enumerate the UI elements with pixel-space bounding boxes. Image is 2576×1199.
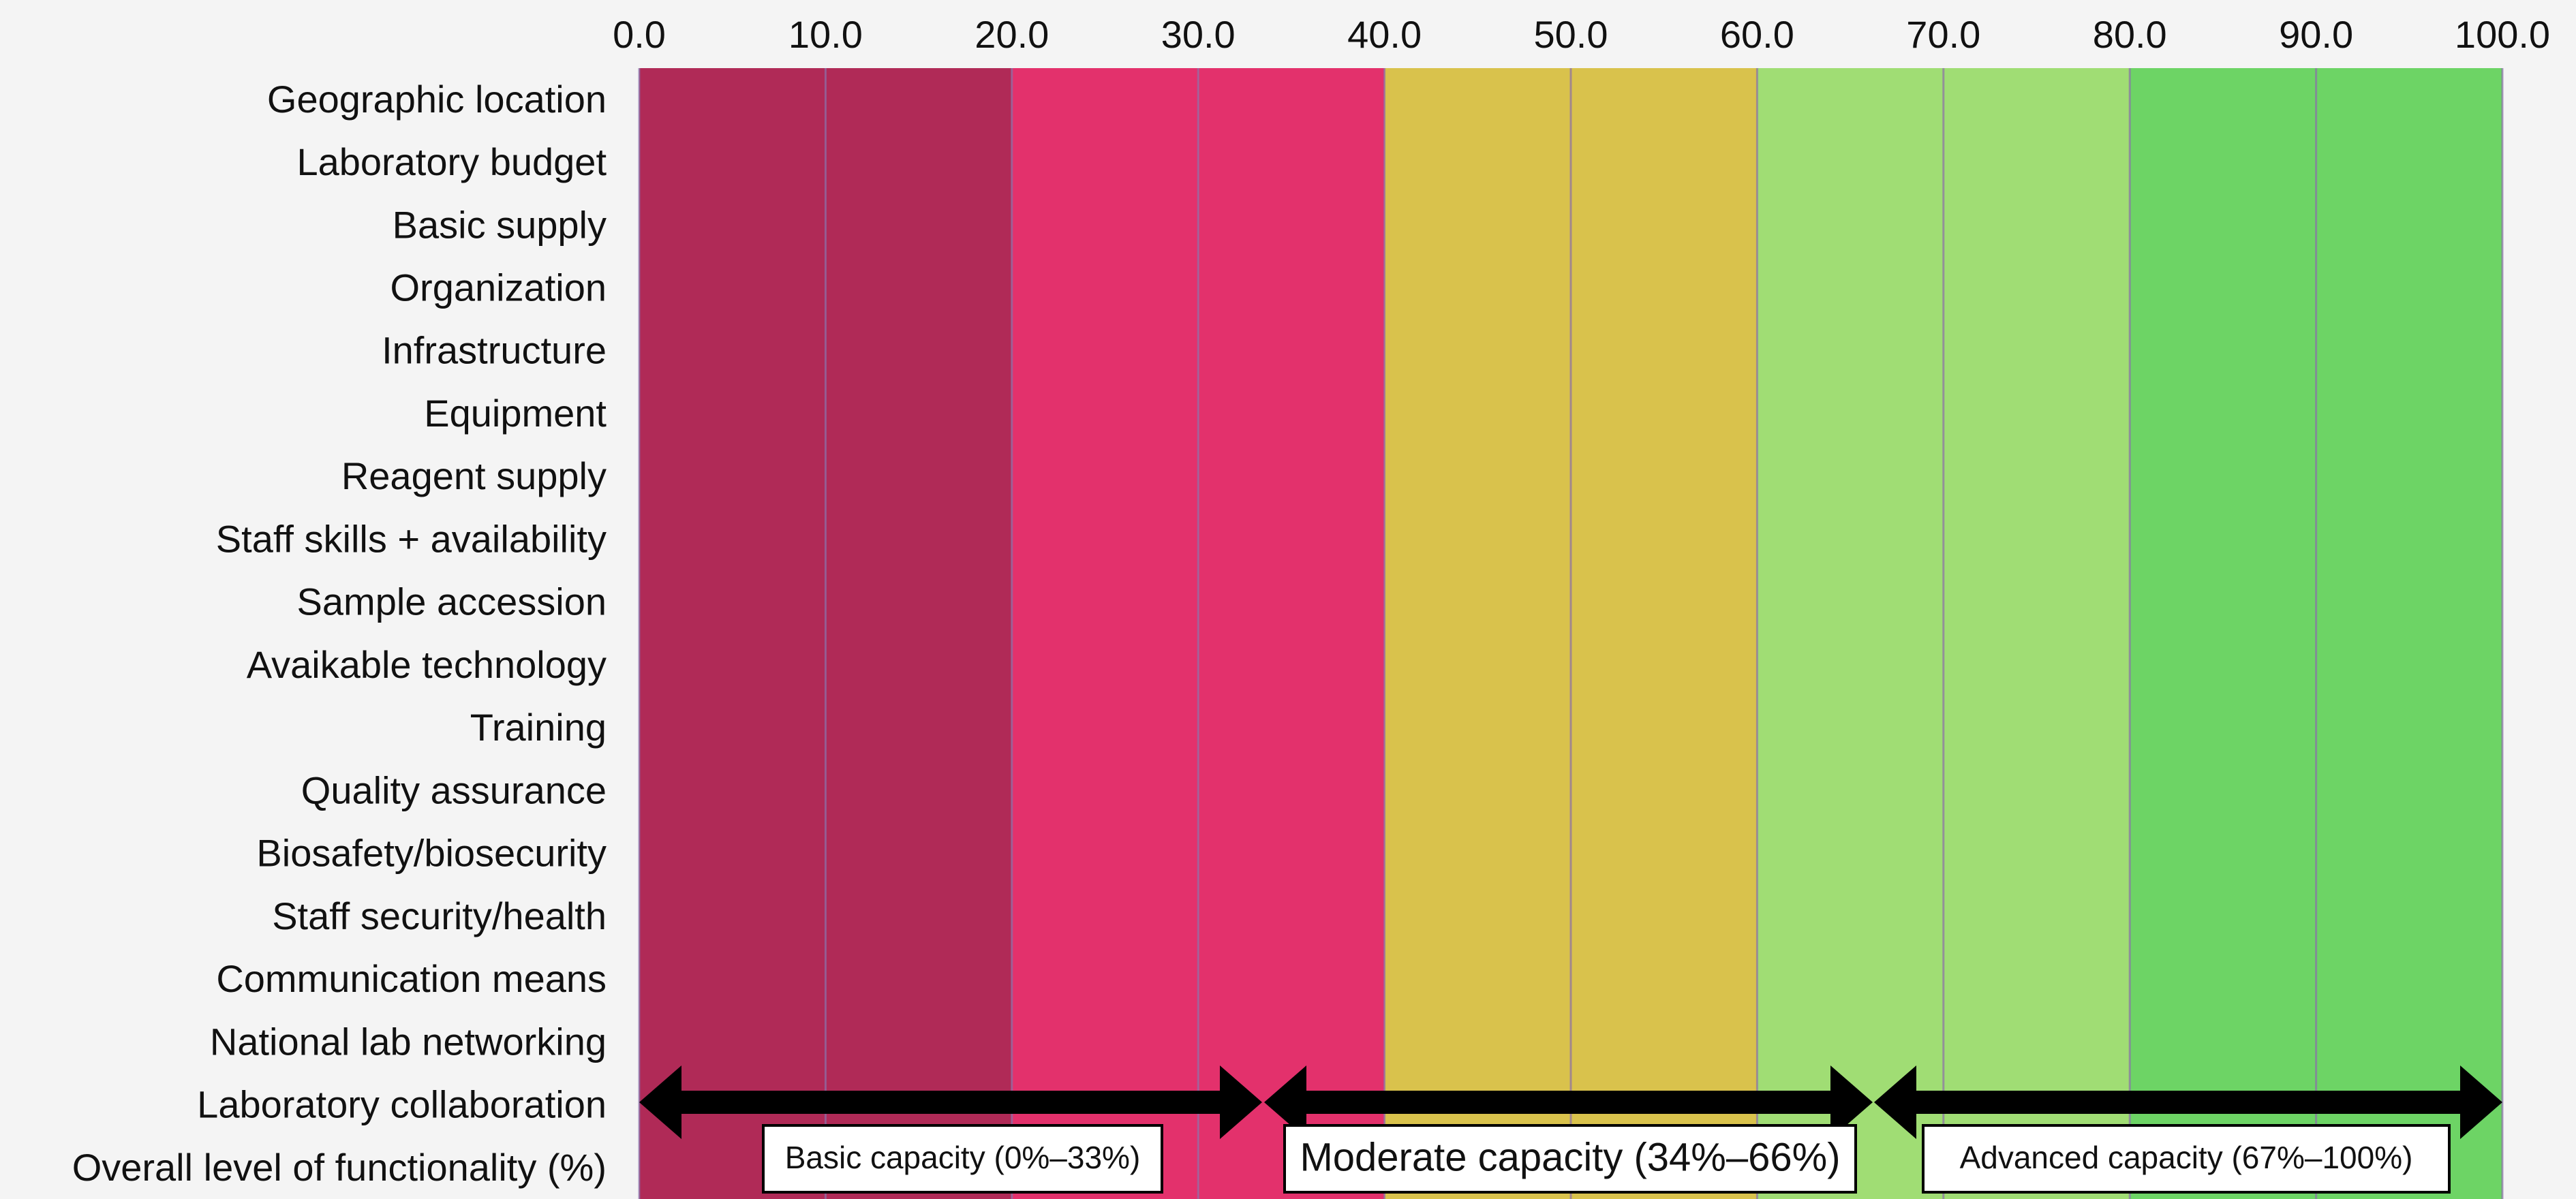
category-label: Laboratory budget (296, 140, 607, 183)
capacity-arrow-2 (1874, 1065, 2502, 1139)
category-label: Avaikable technology (247, 643, 607, 686)
category-label: Quality assurance (301, 768, 607, 811)
category-label: Laboratory collaboration (197, 1083, 607, 1126)
band-0 (639, 68, 826, 1199)
band-4 (1384, 68, 1571, 1199)
capacity-label-text: Advanced capacity (67%–100%) (1960, 1140, 2413, 1175)
category-label: Infrastructure (382, 329, 607, 372)
capacity-label-box (1283, 1124, 1857, 1194)
x-axis-ticks: 0.0 10.0 20.0 30.0 40.0 50.0 60.0 70.0 80.0 90.0 1… (613, 13, 2550, 56)
band-8 (2130, 68, 2316, 1199)
background-bands (639, 68, 2502, 1199)
x-tick-label: 0.0 (613, 13, 666, 56)
band-2 (1011, 68, 1199, 1199)
category-label: Geographic location (267, 78, 607, 121)
x-tick-label: 100.0 (2455, 13, 2550, 56)
category-label: Training (470, 706, 607, 749)
capacity-annotations: Basic capacity (0%–33%) Moderate capacity… (762, 1124, 2451, 1194)
row-labels: Geographic location Laboratory budget Basi… (72, 78, 607, 1189)
category-label: Equipment (424, 392, 607, 435)
capacity-label-box (762, 1124, 1163, 1194)
x-tick-label: 50.0 (1534, 13, 1608, 56)
x-tick-label: 10.0 (788, 13, 863, 56)
capacity-label-text: Moderate capacity (34%–66%) (1300, 1135, 1840, 1179)
x-tick-label: 70.0 (1906, 13, 1980, 56)
category-label: Biosafety/biosecurity (256, 832, 607, 875)
category-label: Staff skills + availability (216, 517, 607, 560)
band-3 (1198, 68, 1385, 1199)
capacity-arrow-0 (639, 1065, 1262, 1139)
x-tick-label: 20.0 (975, 13, 1049, 56)
capacity-arrows (639, 1065, 2502, 1139)
band-5 (1571, 68, 1758, 1199)
x-tick-label: 30.0 (1161, 13, 1236, 56)
capacity-label-2: Advanced capacity (67%–100%) (1922, 1124, 2451, 1194)
category-label: Organization (390, 266, 607, 309)
band-1 (825, 68, 1012, 1199)
x-tick-label: 60.0 (1720, 13, 1794, 56)
category-label: Communication means (216, 957, 607, 1000)
x-tick-label: 90.0 (2279, 13, 2353, 56)
category-label: Basic supply (393, 203, 607, 246)
x-tick-label: 80.0 (2093, 13, 2167, 56)
category-label: Overall level of functionality (%) (72, 1146, 607, 1189)
category-label: National lab networking (210, 1020, 607, 1063)
x-tick-label: 40.0 (1347, 13, 1422, 56)
band-6 (1757, 68, 1944, 1199)
category-label: Sample accession (297, 580, 607, 623)
gridlines (638, 68, 2504, 1199)
category-label: Reagent supply (341, 454, 607, 497)
band-9 (2316, 68, 2502, 1199)
capacity-label-0: Basic capacity (0%–33%) (762, 1124, 1163, 1194)
capacity-label-text: Basic capacity (0%–33%) (785, 1140, 1141, 1175)
category-label: Staff security/health (272, 894, 607, 937)
capacity-arrow-1 (1264, 1065, 1873, 1139)
band-7 (1943, 68, 2130, 1199)
capacity-label-box (1922, 1124, 2451, 1194)
capacity-label-1: Moderate capacity (34%–66%) (1283, 1124, 1857, 1194)
